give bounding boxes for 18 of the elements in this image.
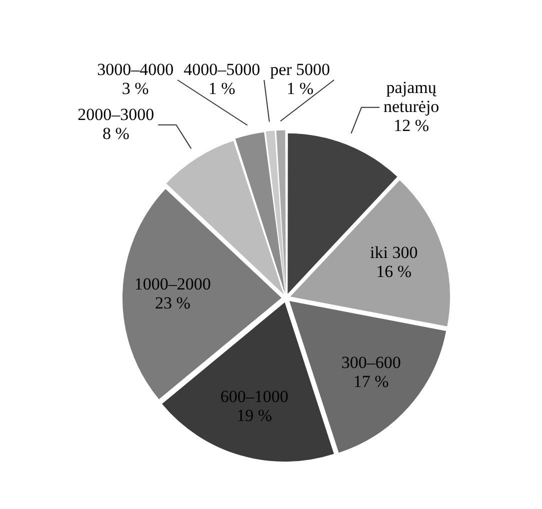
slice-label: 2000–3000 [78,104,154,124]
data-label: 12 % [394,116,430,135]
data-label: 19 % [236,406,272,425]
data-label: 8 % [102,124,130,143]
slice-label: iki 300 [370,242,418,262]
data-label: 1 % [208,78,236,98]
data-label: 16 % [376,262,412,281]
data-label: 1 % [286,78,314,98]
slice-label: 1000–2000 [134,274,211,294]
slice-label: per 5000 [270,60,330,79]
slice-label: 600–1000 [220,386,288,406]
data-label: 23 % [154,293,190,312]
slice-label: 4000–5000 [184,60,260,79]
data-label: 3 % [122,78,149,98]
data-label: 17 % [353,372,389,391]
slice-label: pajamų neturėjo [383,78,440,116]
slice-label: 300–600 [341,352,401,372]
slice-label: 3000–4000 [97,60,174,79]
